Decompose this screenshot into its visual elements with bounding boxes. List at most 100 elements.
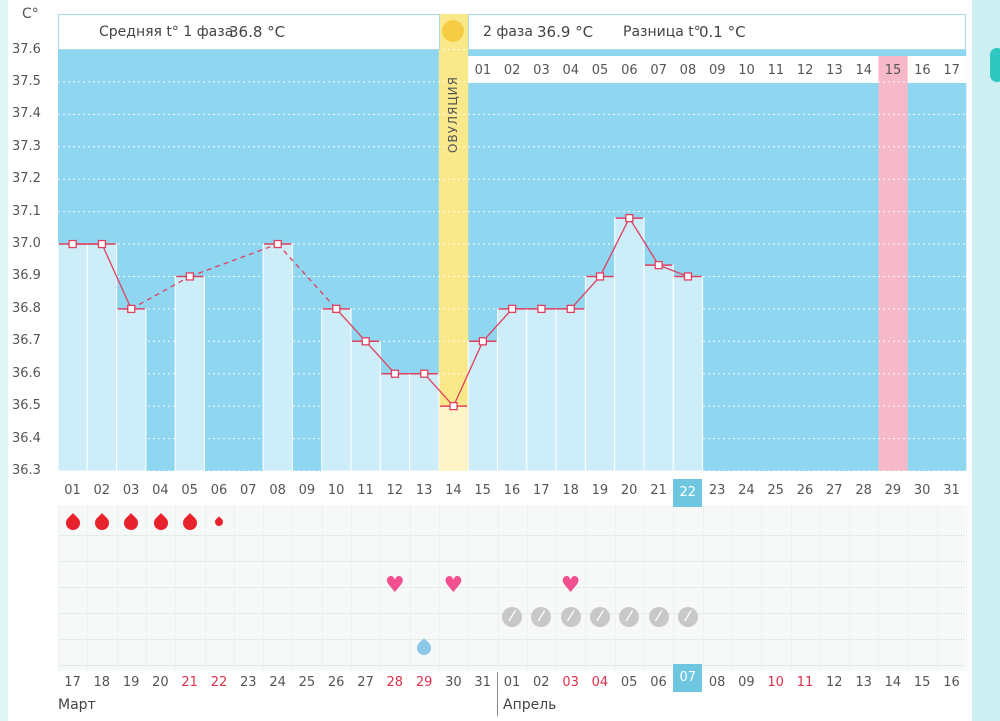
date-label[interactable]: 26 [327,675,345,690]
cycle-day-label[interactable]: 31 [943,483,960,498]
heart-icon: ♥ [384,573,405,598]
cycle-day-label[interactable]: 07 [240,483,257,498]
date-label[interactable]: 10 [767,675,784,690]
date-label[interactable]: 03 [562,675,579,690]
date-label[interactable]: 04 [591,675,609,690]
temperature-line [277,243,337,310]
right-scroll-edge[interactable] [972,0,1000,721]
cycle-day-label[interactable]: 02 [93,483,111,498]
cycle-day-label[interactable]: 16 [503,483,521,498]
date-label[interactable]: 21 [181,675,198,690]
symptom-grid [58,505,965,671]
symptom-col-line [145,505,147,671]
temperature-bar [584,275,616,472]
y-tick-label: 37.2 [12,171,41,187]
phase1-summary: Средняя t° 1 фаза 36.8 °C [58,14,440,50]
month-april: Апрель [503,697,557,713]
cycle-day-label[interactable]: 17 [533,483,550,498]
temperature-bar [672,275,704,472]
cycle-day-label[interactable]: 06 [210,483,228,498]
cycle-day-label[interactable]: 04 [152,483,169,498]
date-label[interactable]: 12 [826,675,843,690]
date-label[interactable]: 22 [210,675,228,690]
temperature-point [185,272,195,281]
date-label[interactable]: 16 [943,675,960,690]
ovulation-bar [438,406,469,471]
cycle-day-label[interactable]: 10 [327,483,345,498]
cycle-day-label[interactable]: 27 [826,483,843,498]
cycle-day-label[interactable]: 11 [357,483,374,498]
temperature-bar [262,243,293,472]
y-tick-label: 36.3 [12,463,41,478]
cycle-day-label[interactable]: 30 [913,483,931,498]
symptom-col-line [731,505,733,671]
date-label[interactable]: 09 [738,675,755,690]
date-label[interactable]: 31 [474,675,491,690]
cycle-day-label[interactable]: 22 [673,479,703,507]
date-label[interactable]: 15 [913,675,931,690]
temperature-point [332,304,341,314]
y-tick-label: 37.1 [12,203,41,219]
date-label[interactable]: 30 [445,675,462,690]
cycle-day-label[interactable]: 25 [767,483,784,498]
pill-icon: ⁄ [619,607,640,627]
date-label[interactable]: 02 [533,675,550,690]
heart-icon: ♥ [560,573,581,598]
date-label[interactable]: 11 [796,675,814,690]
cycle-day-label[interactable]: 24 [738,483,755,498]
cycle-day-label[interactable]: 28 [855,483,872,498]
date-label[interactable]: 19 [122,675,140,690]
date-label[interactable]: 05 [620,675,638,690]
post-ovulation-day: 04 [562,63,579,78]
cycle-day-label[interactable]: 13 [415,483,433,498]
date-label[interactable]: 07 [673,664,703,692]
temperature-line [628,217,660,266]
cycle-day-label[interactable]: 21 [650,483,667,498]
symptom-col-line [497,505,499,671]
cycle-day-label[interactable]: 01 [64,483,81,498]
cycle-day-label[interactable]: 29 [884,483,902,498]
cycle-day-label[interactable]: 09 [298,483,316,498]
date-label[interactable]: 28 [386,675,404,690]
temperature-line [658,264,689,278]
date-label[interactable]: 23 [240,675,257,690]
post-ovulation-day: 02 [504,63,521,78]
cycle-day-label[interactable]: 14 [445,483,462,498]
scroll-handle[interactable] [990,48,1000,82]
cycle-day-label[interactable]: 08 [269,483,286,498]
temperature-line [570,276,601,310]
cycle-day-label[interactable]: 05 [181,483,198,498]
temperature-point [566,304,575,314]
date-label[interactable]: 20 [152,675,169,690]
date-label[interactable]: 24 [269,675,286,690]
cycle-day-label[interactable]: 20 [620,483,638,498]
temperature-line [130,275,191,310]
symptom-col-line [878,505,880,671]
symptom-col-line [819,505,821,671]
date-label[interactable]: 14 [884,675,902,690]
cycle-day-label[interactable]: 23 [708,483,726,498]
cycle-day-label[interactable]: 15 [474,483,491,498]
cycle-day-label[interactable]: 26 [796,483,814,498]
cycle-day-label[interactable]: 19 [591,483,609,498]
post-ovulation-day: 17 [943,63,960,78]
cycle-day-label[interactable]: 18 [562,483,579,498]
temperature-point [97,239,107,249]
date-label[interactable]: 18 [93,675,111,690]
date-label[interactable]: 25 [298,675,316,690]
post-ovulation-day: 13 [826,63,843,78]
cycle-day-label[interactable]: 03 [122,483,140,498]
post-ovulation-day: 10 [738,63,755,78]
temperature-line [599,217,630,277]
cycle-day-label[interactable]: 12 [386,483,404,498]
date-label[interactable]: 27 [357,675,374,690]
date-label[interactable]: 13 [855,675,872,690]
date-label[interactable]: 17 [64,675,81,690]
date-label[interactable]: 29 [415,675,433,690]
symptom-col-line [937,505,938,671]
date-label[interactable]: 08 [708,675,726,690]
symptom-col-line [673,505,675,671]
date-label[interactable]: 06 [650,675,667,690]
date-label[interactable]: 01 [503,675,521,690]
diff-value: 0.1 °C [699,23,746,41]
